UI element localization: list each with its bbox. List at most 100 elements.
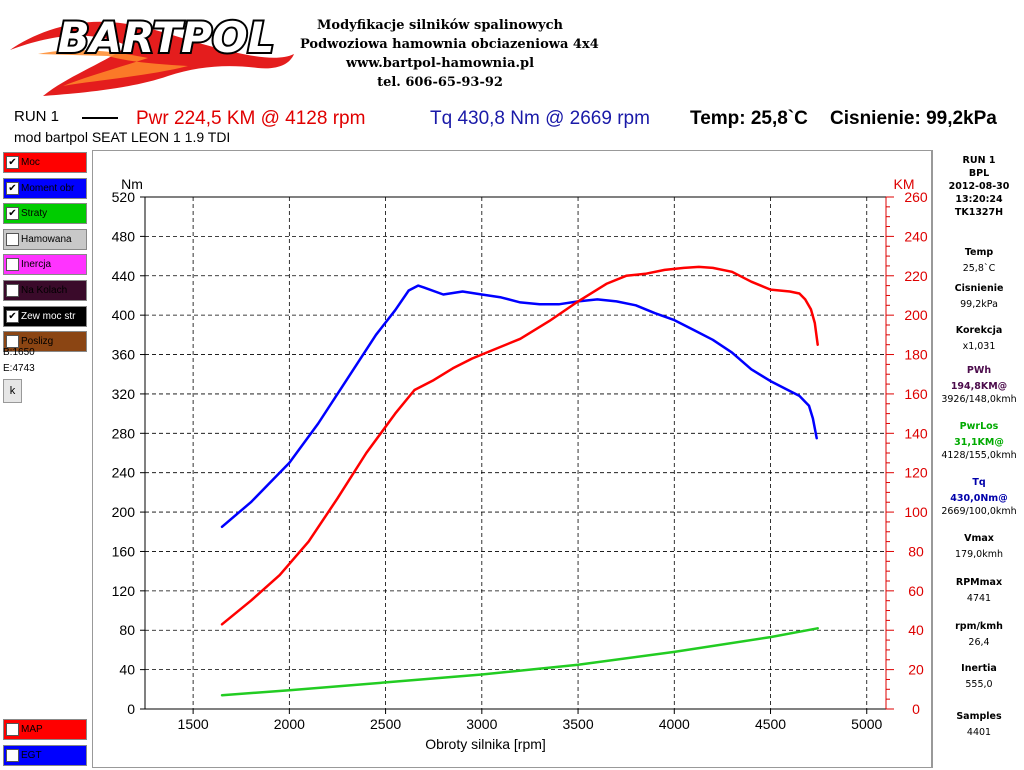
y-left-tick-label: 360	[112, 347, 136, 363]
info-label: RPMmax	[955, 577, 1003, 588]
company-phone: tel. 606-65-93-92	[377, 75, 503, 90]
y-left-tick-label: 520	[112, 189, 136, 205]
bartpol-logo: BARTPOL	[10, 11, 294, 97]
y-left-tick-label: 40	[119, 662, 135, 678]
y-right-tick-label: 100	[904, 504, 928, 520]
x-tick-label: 2500	[370, 716, 401, 732]
legend-checkbox[interactable]	[6, 723, 19, 736]
info-value: 555,0	[965, 679, 993, 690]
y-right-tick-label: 80	[908, 543, 924, 559]
run-meta: TK1327H	[954, 207, 1004, 218]
legend-label: Moc	[21, 157, 40, 168]
x-tick-label: 3500	[562, 716, 593, 732]
company-line: Modyfikacje silników spalinowych	[317, 18, 563, 33]
info-group: RPMmax 4741	[933, 576, 1024, 605]
series-line-moc	[220, 265, 819, 626]
legend-item[interactable]: Inercja	[3, 254, 87, 276]
legend-checkbox[interactable]	[6, 258, 19, 272]
legend-item[interactable]: MAP	[3, 719, 87, 740]
legend-checkbox[interactable]	[6, 335, 19, 349]
legend-label: Poslizg	[21, 336, 54, 348]
y-left-tick-label: 320	[112, 386, 136, 402]
legend-item[interactable]: ✔ Moc	[3, 152, 87, 173]
y-left-tick-label: 440	[112, 268, 136, 284]
info-label: rpm/kmh	[955, 621, 1003, 632]
series-line-straty	[220, 627, 819, 697]
legend-item[interactable]: ✔ Straty	[3, 203, 87, 225]
legend-label: Hamowana	[21, 233, 72, 245]
y-right-tick-label: 120	[904, 465, 928, 481]
legend-item[interactable]: ✔ Moment obr	[3, 177, 87, 199]
y-right-axis-label: KM	[894, 176, 915, 192]
legend-label: MAP	[21, 724, 43, 735]
info-value: 179,0kmh	[955, 549, 1003, 560]
legend-item[interactable]: Poslizg	[3, 331, 87, 353]
legend-checkbox[interactable]	[6, 232, 19, 246]
info-group: Samples 4401	[933, 710, 1024, 739]
y-left-tick-label: 0	[127, 701, 135, 717]
y-right-tick-label: 60	[908, 583, 924, 599]
dyno-chart: 1500 2000 2500 3000 3500 4000 4500 500004080120…	[92, 150, 932, 768]
x-tick-label: 5000	[851, 716, 882, 732]
y-left-tick-label: 480	[112, 228, 136, 244]
run-label: RUN 1	[14, 108, 60, 125]
info-group: PWh 194,8KM@ 3926/148,0kmh	[933, 364, 1024, 406]
legend-label: Moment obr	[21, 182, 75, 194]
y-right-tick-label: 200	[904, 307, 928, 323]
run-info-panel: RUN 1 BPL 2012-08-30 13:20:24 TK1327H Temp 25,…	[932, 150, 1024, 768]
max-torque: Tq 430,8 Nm @ 2669 rpm	[430, 108, 650, 129]
y-left-tick-label: 280	[112, 425, 136, 441]
run-summary-bar: RUN 1 Pwr 224,5 KM @ 4128 rpm Tq 430,8 N…	[0, 104, 1024, 132]
vehicle-description: mod bartpol SEAT LEON 1 1.9 TDI	[14, 129, 231, 145]
x-axis-label: Obroty silnika [rpm]	[425, 736, 546, 752]
legend-item[interactable]: EGT	[3, 744, 87, 766]
info-value: 194,8KM@	[950, 381, 1008, 392]
info-label: Inertia	[961, 663, 997, 674]
x-tick-label: 2000	[274, 716, 305, 732]
y-left-tick-label: 240	[112, 465, 136, 481]
company-line: Podwoziowa hamownia obciazeniowa 4x4	[300, 37, 599, 52]
chart-background	[92, 150, 932, 768]
y-right-tick-label: 260	[904, 189, 928, 205]
legend-item[interactable]: ✔ Zew moc str	[3, 305, 87, 327]
logo-flame	[10, 21, 294, 97]
series-line-moment-obr	[220, 284, 818, 529]
run-meta: RUN 1	[962, 155, 996, 166]
x-tick-label: 3000	[466, 716, 497, 732]
legend-label: EGT	[21, 749, 42, 761]
run-line-sample	[82, 117, 118, 119]
info-label: Korekcja	[955, 325, 1003, 336]
y-left-tick-label: 80	[119, 622, 135, 638]
info-group: Inertia 555,0	[933, 662, 1024, 691]
info-sub: 3926/148,0kmh	[941, 394, 1017, 405]
info-label: Samples	[956, 711, 1002, 722]
info-value: 4401	[966, 727, 992, 738]
legend-label: Na Kolach	[21, 284, 68, 296]
legend-checkbox[interactable]: ✔	[6, 181, 19, 195]
legend-checkbox[interactable]: ✔	[6, 207, 19, 221]
legend-item[interactable]: Hamowana	[3, 228, 87, 250]
info-sub: 2669/100,0kmh	[941, 506, 1017, 517]
info-value: 99,2kPa	[960, 299, 998, 310]
temperature: Temp: 25,8`C	[690, 108, 808, 129]
svg-text:BARTPOL: BARTPOL	[58, 13, 275, 62]
y-right-tick-label: 220	[904, 268, 928, 284]
k-button[interactable]: k	[3, 379, 22, 403]
end-rpm: E:4743	[3, 363, 35, 374]
info-label: PwrLos	[959, 421, 999, 432]
max-power: Pwr 224,5 KM @ 4128 rpm	[136, 108, 366, 129]
info-value: x1,031	[962, 341, 996, 352]
run-meta: BPL	[968, 168, 990, 179]
y-right-tick-label: 40	[908, 622, 924, 638]
y-right-tick-label: 180	[904, 347, 928, 363]
company-info: Modyfikacje silników spalinowych Podwozi…	[300, 16, 599, 92]
info-group: rpm/kmh 26,4	[933, 620, 1024, 649]
legend-checkbox[interactable]: ✔	[6, 309, 19, 323]
run-meta: 13:20:24	[955, 194, 1003, 205]
extra-series-legend: MAP EGT	[3, 719, 87, 770]
y-left-tick-label: 120	[112, 583, 136, 599]
legend-item[interactable]: Na Kolach	[3, 279, 87, 301]
legend-checkbox[interactable]	[6, 748, 19, 762]
legend-checkbox[interactable]: ✔	[6, 156, 19, 169]
legend-checkbox[interactable]	[6, 283, 19, 297]
